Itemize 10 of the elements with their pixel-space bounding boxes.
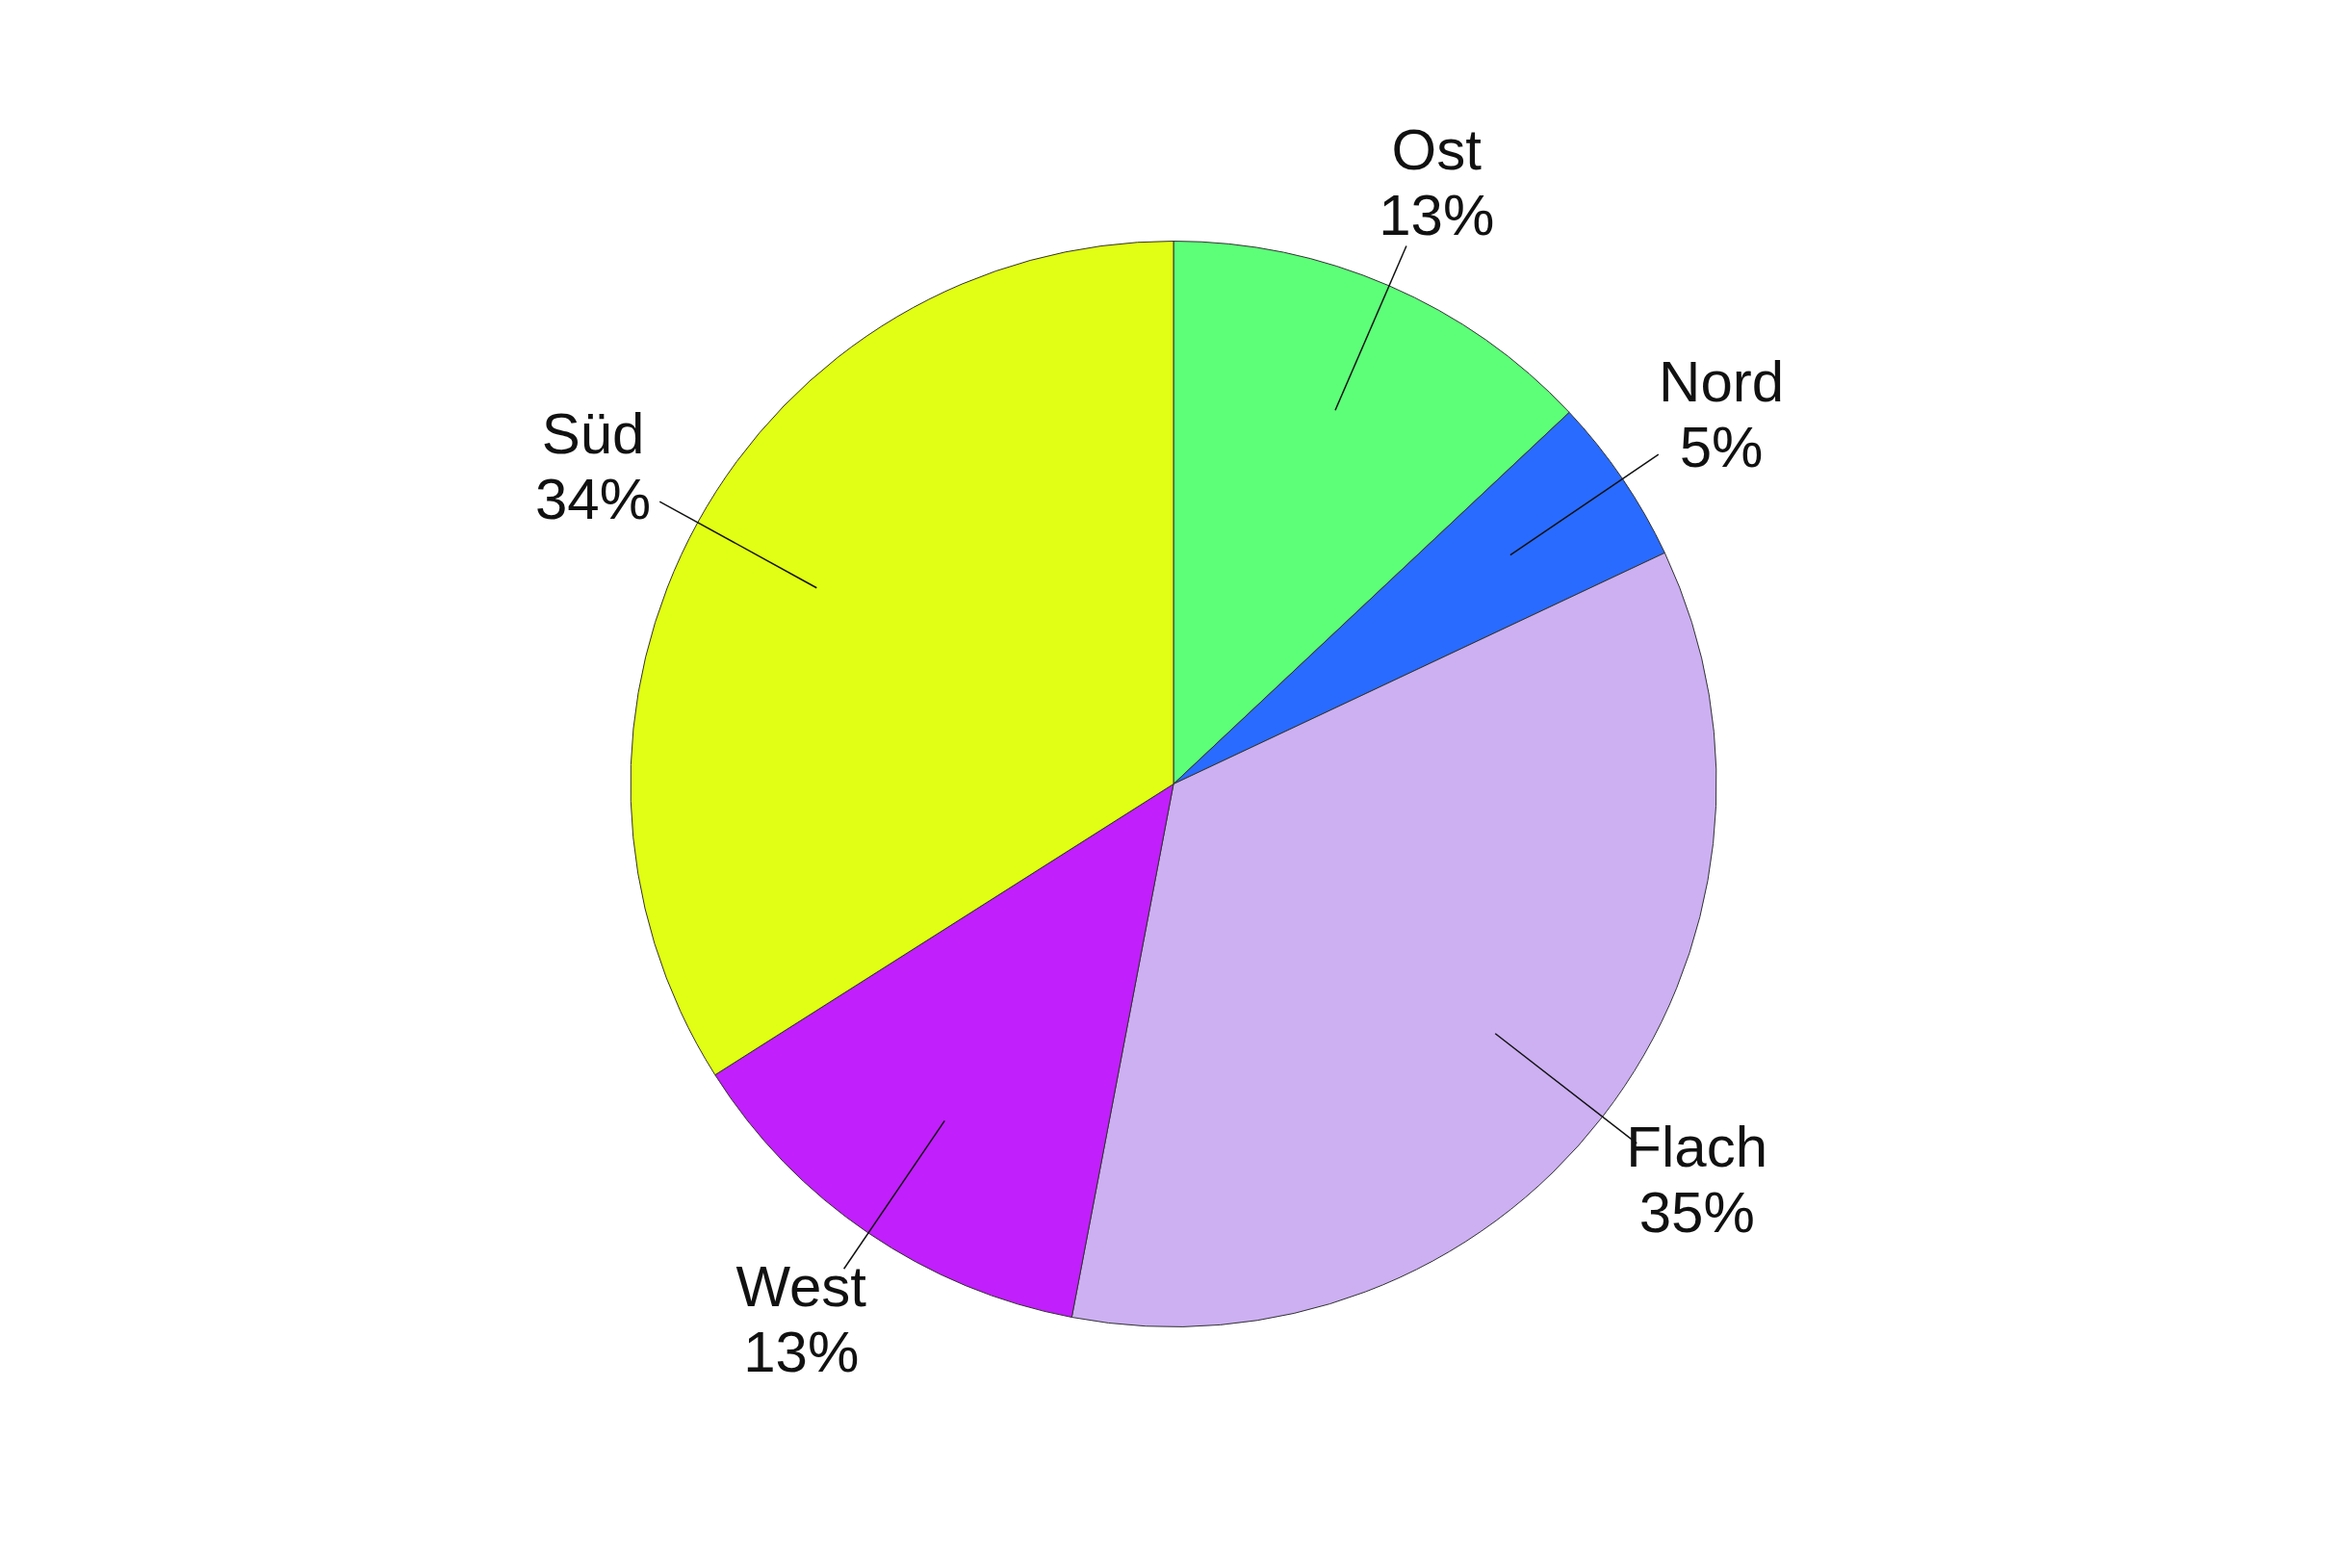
slice-label: West bbox=[735, 1253, 867, 1319]
slice-label: Ost bbox=[1391, 116, 1483, 182]
data-label: 34% bbox=[534, 467, 652, 531]
slice-label: Nord bbox=[1659, 348, 1785, 414]
slice-label: Flach bbox=[1626, 1114, 1768, 1179]
data-label: 13% bbox=[743, 1319, 860, 1384]
data-label: 5% bbox=[1679, 414, 1764, 479]
data-label: 35% bbox=[1638, 1179, 1755, 1245]
data-label: 13% bbox=[1379, 182, 1495, 247]
slice-label: Süd bbox=[541, 401, 645, 466]
